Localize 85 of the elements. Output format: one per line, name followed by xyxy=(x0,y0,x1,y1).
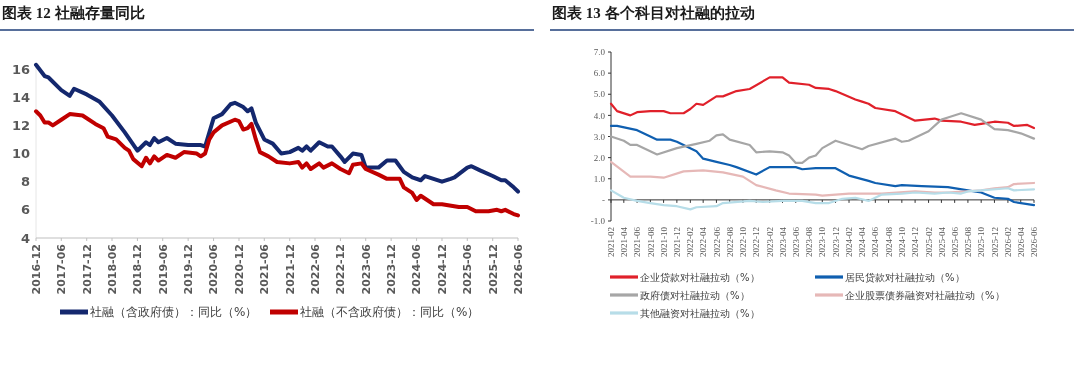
y-tick-label: 5.0 xyxy=(593,89,606,100)
chart-title: 图表 13 各个科目对社融的拉动 xyxy=(552,5,755,21)
x-tick-label: 2023-02 xyxy=(764,227,775,257)
x-tick-label: 2025-12 xyxy=(989,227,1000,257)
x-tick-label: 2020-06 xyxy=(207,243,221,295)
y-tick-label: 10 xyxy=(11,146,30,162)
x-tick-label: 2021-10 xyxy=(658,226,669,257)
x-tick-label: 2019-06 xyxy=(156,243,170,295)
y-tick-label: 7.0 xyxy=(593,47,606,58)
legend-label: 社融（含政府债）：同比（%） xyxy=(90,305,258,320)
x-tick-label: 2025-06 xyxy=(461,243,475,295)
y-tick-label: 8 xyxy=(20,174,30,190)
x-tick-label: 2022-10 xyxy=(738,226,749,257)
x-tick-label: 2026-04 xyxy=(1015,226,1026,257)
x-tick-label: 2024-08 xyxy=(883,226,894,257)
x-tick-label: 2022-04 xyxy=(698,226,709,257)
x-tick-label: 2025-10 xyxy=(976,226,987,257)
line-series xyxy=(609,76,1036,130)
x-tick-label: 2024-04 xyxy=(857,226,868,257)
y-tick-label: 6.0 xyxy=(593,68,606,79)
x-tick-label: 2025-06 xyxy=(949,226,960,257)
y-tick-label: -1.0 xyxy=(590,216,606,227)
x-tick-label: 2021-12 xyxy=(283,244,297,295)
line-series xyxy=(609,187,1036,211)
x-tick-label: 2021-06 xyxy=(632,226,643,257)
x-tick-label: 2024-06 xyxy=(870,226,881,257)
line-series xyxy=(34,109,520,218)
line-series xyxy=(609,112,1036,165)
y-tick-label: 6 xyxy=(20,202,30,218)
x-tick-label: 2022-02 xyxy=(685,227,696,257)
x-tick-label: 2023-12 xyxy=(830,227,841,257)
y-tick-label: 3.0 xyxy=(593,131,606,142)
y-tick-label: 12 xyxy=(11,117,30,133)
x-tick-label: 2025-08 xyxy=(963,226,974,257)
y-tick-label: 16 xyxy=(11,61,30,77)
x-tick-label: 2026-06 xyxy=(1029,226,1040,257)
y-tick-label: - xyxy=(602,195,605,206)
legend-label: 社融（不含政府债）：同比（%） xyxy=(300,305,480,320)
x-tick-label: 2021-06 xyxy=(258,243,272,295)
y-tick-label: 4.0 xyxy=(593,110,606,121)
legend-label: 政府债对社融拉动（%） xyxy=(640,289,750,301)
y-tick-label: 2.0 xyxy=(593,152,606,163)
x-tick-label: 2022-12 xyxy=(334,244,348,295)
x-tick-label: 2026-02 xyxy=(1003,227,1014,257)
legend-label: 企业股票债券融资对社融拉动（%） xyxy=(845,289,1005,301)
line-series xyxy=(34,62,520,194)
x-tick-label: 2023-10 xyxy=(817,226,828,257)
x-tick-label: 2025-04 xyxy=(936,226,947,257)
legend-label: 企业贷款对社融拉动（%） xyxy=(640,271,760,283)
x-tick-label: 2019-12 xyxy=(181,244,195,295)
line-series xyxy=(609,160,1036,197)
y-tick-label: 4 xyxy=(20,230,30,246)
x-tick-label: 2021-12 xyxy=(672,227,683,257)
y-tick-label: 1.0 xyxy=(593,173,606,184)
x-tick-label: 2023-12 xyxy=(384,244,398,295)
x-tick-label: 2023-06 xyxy=(790,226,801,257)
x-tick-label: 2023-06 xyxy=(359,243,373,295)
x-tick-label: 2017-06 xyxy=(55,243,69,295)
line-series xyxy=(609,124,1036,207)
x-tick-label: 2017-12 xyxy=(80,244,94,295)
x-tick-label: 2024-12 xyxy=(910,227,921,257)
x-tick-label: 2023-04 xyxy=(777,226,788,257)
y-tick-label: 14 xyxy=(11,89,30,105)
x-tick-label: 2022-06 xyxy=(711,226,722,257)
x-tick-label: 2022-06 xyxy=(308,243,322,295)
x-tick-label: 2022-08 xyxy=(724,226,735,257)
x-tick-label: 2018-12 xyxy=(131,244,145,295)
x-tick-label: 2024-06 xyxy=(410,243,424,295)
x-tick-label: 2018-06 xyxy=(105,243,119,295)
legend-label: 居民贷款对社融拉动（%） xyxy=(845,271,965,283)
x-tick-label: 2021-04 xyxy=(618,226,629,257)
chart-title: 图表 12 社融存量同比 xyxy=(2,5,145,21)
x-tick-label: 2021-02 xyxy=(606,227,617,257)
x-tick-label: 2026-06 xyxy=(511,243,525,295)
x-tick-label: 2023-08 xyxy=(804,226,815,257)
x-tick-label: 2021-08 xyxy=(645,226,656,257)
x-tick-label: 2025-12 xyxy=(486,244,500,295)
x-tick-label: 2022-12 xyxy=(751,227,762,257)
legend-label: 其他融资对社融拉动（%） xyxy=(640,307,760,319)
x-tick-label: 2016-12 xyxy=(29,244,43,295)
x-tick-label: 2024-10 xyxy=(896,226,907,257)
x-tick-label: 2024-02 xyxy=(844,227,855,257)
x-tick-label: 2025-02 xyxy=(923,227,934,257)
x-tick-label: 2024-12 xyxy=(435,244,449,295)
x-tick-label: 2020-12 xyxy=(232,244,246,295)
